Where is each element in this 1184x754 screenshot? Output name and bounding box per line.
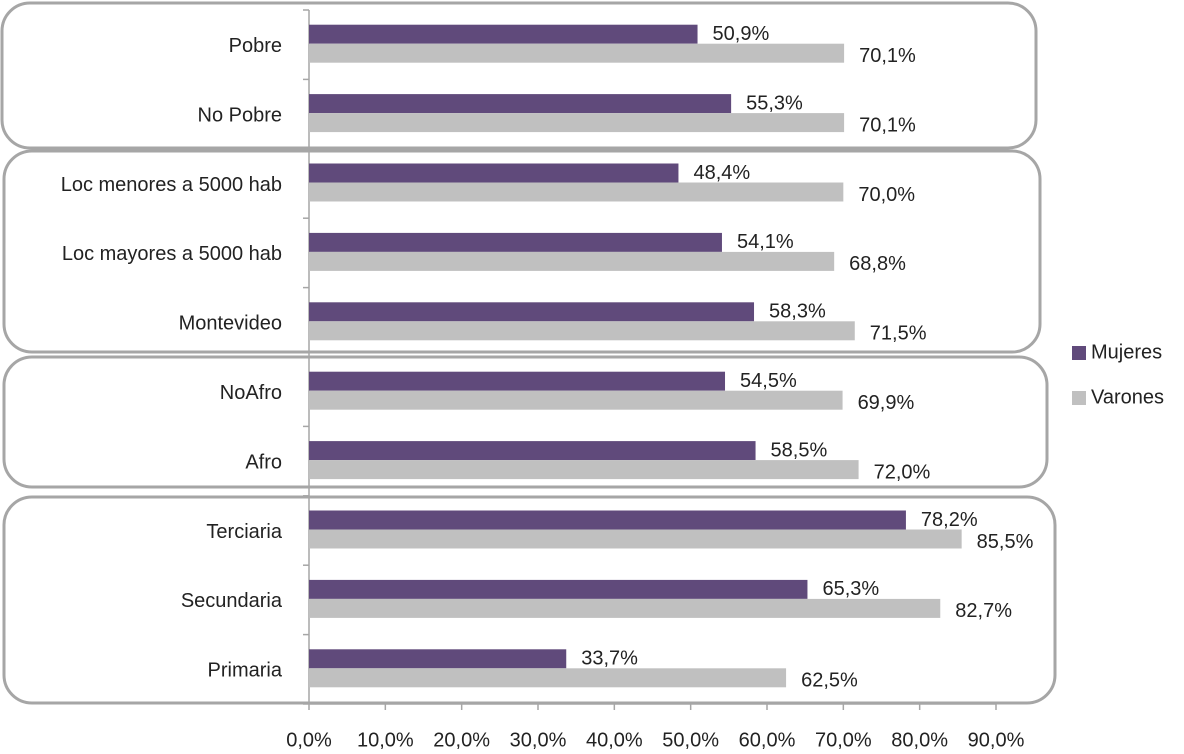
y-tick-label: Terciaria [206,521,282,543]
value-label: 69,9% [858,392,915,414]
bar [309,232,722,252]
bar [309,302,755,322]
legend-label: Varones [1091,386,1164,408]
x-tick-label: 90,0% [968,729,1025,751]
y-tick-label: No Pobre [198,104,283,126]
bar [309,668,787,688]
value-label: 72,0% [874,461,931,483]
y-tick-label: Primaria [208,660,283,682]
legend-label: Mujeres [1091,341,1162,363]
y-tick-label: Loc menores a 5000 hab [61,174,282,196]
y-tick-label: Secundaria [181,590,283,612]
group-box [2,495,1057,705]
value-label: 68,8% [849,253,906,275]
legend-swatch [1072,346,1086,360]
value-label: 62,5% [801,670,858,692]
y-tick-label: Afro [245,451,282,473]
bar [309,24,698,44]
bar [309,598,941,618]
value-label: 82,7% [955,600,1012,622]
group-box [0,1,1038,150]
value-label: 70,1% [859,45,916,67]
bar [309,579,808,599]
y-tick-label: Loc mayores a 5000 hab [62,243,282,265]
value-label: 71,5% [870,323,927,345]
bar [309,529,962,549]
bar [309,251,835,271]
bar [309,94,732,114]
bar [309,182,844,202]
bar [309,43,845,63]
x-tick-label: 80,0% [891,729,948,751]
bar [309,163,679,183]
value-label: 70,0% [858,184,915,206]
group-box [2,355,1049,489]
legend-swatch [1072,391,1086,405]
x-tick-label: 10,0% [357,729,414,751]
value-label: 33,7% [581,648,638,670]
value-label: 70,1% [859,114,916,136]
bar [309,390,843,410]
bar [309,321,855,341]
value-label: 54,5% [740,370,797,392]
value-label: 58,3% [769,301,826,323]
value-label: 85,5% [977,531,1034,553]
value-label: 50,9% [713,23,770,45]
x-tick-label: 20,0% [433,729,490,751]
bar [309,510,906,530]
value-label: 78,2% [921,509,978,531]
x-tick-label: 0,0% [286,729,332,751]
bar [309,371,726,391]
x-tick-label: 30,0% [510,729,567,751]
value-label: 55,3% [746,92,803,114]
x-tick-label: 40,0% [586,729,643,751]
value-label: 65,3% [822,578,879,600]
bar [309,441,756,461]
x-tick-label: 60,0% [739,729,796,751]
group-box [2,149,1042,354]
bar [309,649,567,669]
bar [309,460,859,480]
y-tick-label: NoAfro [220,382,282,404]
value-label: 48,4% [693,162,750,184]
y-tick-label: Pobre [229,35,282,57]
x-tick-label: 50,0% [662,729,719,751]
y-tick-label: Montevideo [179,313,282,335]
value-label: 54,1% [737,231,794,253]
bar [309,113,845,133]
x-tick-label: 70,0% [815,729,872,751]
value-label: 58,5% [771,439,828,461]
